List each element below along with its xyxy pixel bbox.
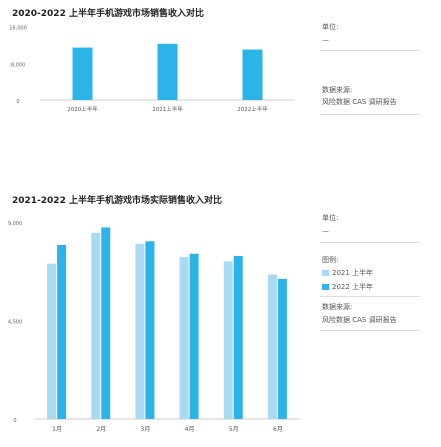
chart1-unit-label: 单位:: [322, 23, 339, 31]
chart1-x-label: 2021上半年: [152, 105, 183, 113]
chart1-source-value: 风险数据 CAS 调研报告: [322, 98, 397, 106]
chart2-bar-2022: [233, 255, 243, 419]
chart1-ytick-label: 0: [16, 99, 19, 105]
chart2-unit-value: —: [322, 227, 329, 235]
legend-swatch-2021: [322, 270, 329, 276]
chart1-x-label: 2020上半年: [67, 105, 98, 113]
chart2-x-label: 4月: [185, 426, 195, 433]
chart1-bar: [157, 43, 178, 100]
chart2-divider: [320, 242, 420, 243]
chart2-ytick-label: 0: [13, 418, 16, 424]
chart2-bar-2021: [267, 274, 277, 419]
chart1-x-label: 2022上半年: [237, 105, 268, 113]
chart1-source-label: 数据来源:: [322, 86, 353, 94]
chart2-x-label: 3月: [141, 426, 151, 433]
chart1-divider: [320, 50, 420, 51]
chart2-x-label: 2月: [96, 426, 106, 433]
chart2-bar-2021: [91, 232, 101, 419]
chart1-source-divider: [320, 114, 420, 115]
legend-swatch-2022: [322, 284, 329, 290]
chart2-bar-2021: [135, 243, 145, 419]
legend-label-2021: 2021 上半年: [332, 269, 374, 277]
chart1-ytick-label: 16,000: [9, 26, 27, 32]
chart2-x-label: 6月: [273, 426, 283, 433]
legend-label-2022: 2022 上半年: [332, 283, 374, 291]
chart2-bar-2021: [47, 263, 57, 419]
chart1-bar: [242, 49, 263, 100]
chart2-x-label: 5月: [229, 426, 239, 433]
chart2-bar-2022: [101, 227, 111, 419]
chart2-bar-2022: [57, 244, 67, 419]
chart1-bar: [72, 47, 93, 100]
chart2-legend-label: 图例:: [322, 256, 339, 264]
chart2-bar-2021: [223, 261, 233, 419]
chart2-legend-divider: [320, 296, 420, 297]
chart2-bar-2021: [179, 257, 189, 419]
chart2-unit-label: 单位:: [322, 214, 339, 222]
chart2-source-label: 数据来源:: [322, 303, 353, 311]
chart2-source-divider: [320, 330, 420, 331]
legend-item-2022: 2022 上半年: [322, 282, 373, 292]
chart2-source-value: 风险数据 CAS 调研报告: [322, 316, 397, 324]
legend-item-2021: 2021 上半年: [322, 268, 373, 278]
chart1-unit-value: —: [322, 36, 329, 44]
chart1-ytick-label: 8,000: [11, 62, 25, 68]
chart2-ytick-label: 9,000: [8, 221, 22, 227]
chart1-title: 2020-2022 上半年手机游戏市场销售收入对比: [12, 9, 204, 19]
chart2-title: 2021-2022 上半年手机游戏市场实际销售收入对比: [12, 196, 222, 206]
chart2-x-label: 1月: [52, 426, 62, 433]
chart2-bar-2022: [189, 253, 199, 419]
chart2-ytick-label: 4,500: [8, 320, 22, 326]
chart2-bar-2022: [277, 278, 287, 419]
chart2-bar-2022: [145, 241, 155, 419]
